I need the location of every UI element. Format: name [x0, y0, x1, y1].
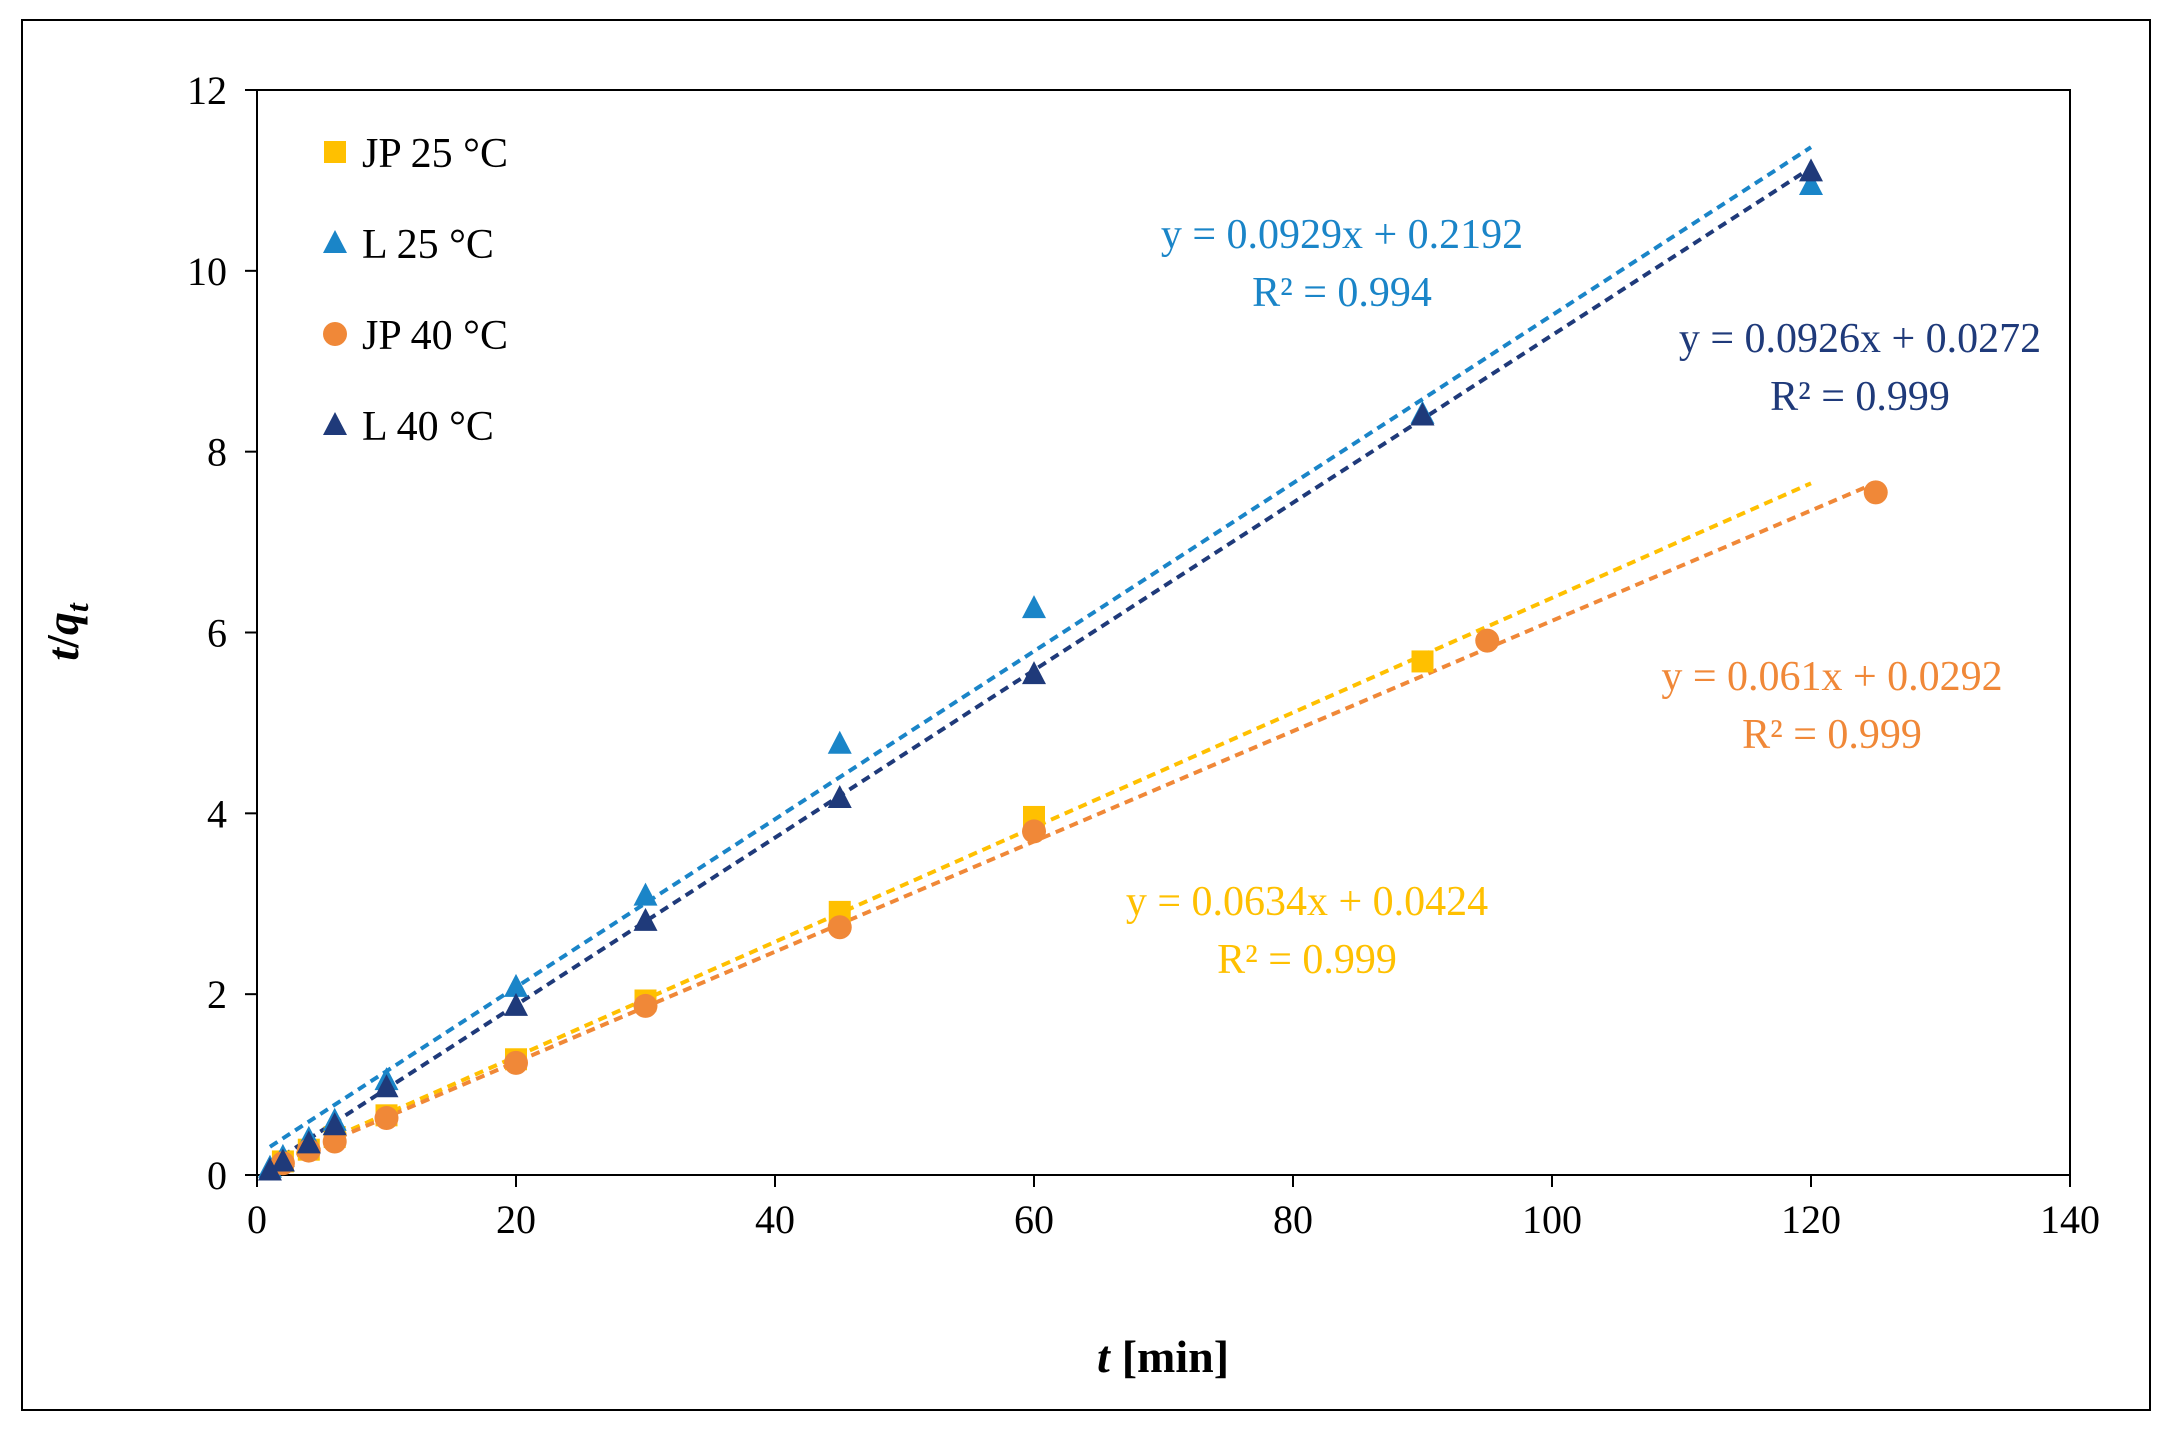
legend-label: L 40 °C: [362, 404, 494, 450]
x-axis-title: t [min]: [1097, 1331, 1229, 1382]
legend-label: JP 40 °C: [362, 313, 508, 359]
equation-label: y = 0.061x + 0.0292: [1661, 654, 2002, 700]
x-tick-label: 80: [1273, 1197, 1313, 1242]
y-tick-label: 8: [207, 430, 227, 475]
data-point: [1410, 402, 1435, 426]
data-point: [374, 1106, 399, 1131]
legend-label: L 25 °C: [362, 222, 494, 268]
r2-label: R² = 0.999: [1742, 712, 1922, 758]
y-tick-label: 4: [207, 791, 227, 836]
legend-label: JP 25 °C: [362, 131, 508, 177]
data-point: [322, 1129, 347, 1154]
data-point: [827, 784, 852, 808]
data-point: [1411, 650, 1434, 673]
data-point: [1022, 595, 1046, 619]
x-axis-title-unit: [min]: [1122, 1331, 1229, 1382]
data-point: [257, 1157, 282, 1181]
data-point: [504, 973, 528, 997]
x-tick-label: 60: [1014, 1197, 1054, 1242]
y-axis-title-sep: /: [37, 634, 88, 649]
svg-text:t/qt: t/qt: [37, 602, 95, 661]
data-point: [374, 1074, 399, 1098]
data-point: [1022, 661, 1046, 685]
equation-label: y = 0.0929x + 0.2192: [1161, 212, 1523, 258]
data-point: [504, 992, 528, 1016]
equation-label: y = 0.0634x + 0.0424: [1126, 879, 1488, 925]
x-tick-label: 140: [2040, 1197, 2100, 1242]
r2-label: R² = 0.999: [1217, 937, 1397, 983]
data-point: [633, 882, 658, 906]
legend-marker: [323, 412, 347, 435]
legend-marker: [323, 230, 347, 253]
data-point: [633, 993, 658, 1018]
x-tick-label: 100: [1522, 1197, 1582, 1242]
x-tick-label: 120: [1781, 1197, 1841, 1242]
data-point: [504, 1050, 528, 1075]
data-point: [270, 1148, 295, 1172]
data-point: [1799, 171, 1823, 195]
x-tick-label: 40: [755, 1197, 795, 1242]
r2-label: R² = 0.999: [1770, 374, 1950, 420]
legend-marker: [323, 322, 347, 346]
data-point: [827, 915, 852, 940]
figure-frame: [21, 19, 2151, 1411]
trendline-1: [268, 145, 1813, 1149]
y-tick-label: 12: [187, 68, 227, 113]
x-axis-title-var: t: [1097, 1331, 1111, 1382]
trendline-2: [282, 481, 1877, 1164]
y-tick-label: 6: [207, 611, 227, 656]
y-tick-label: 0: [207, 1153, 227, 1198]
data-point: [322, 1112, 347, 1136]
r2-label: R² = 0.994: [1252, 270, 1432, 316]
data-point: [1863, 480, 1888, 505]
y-tick-label: 2: [207, 972, 227, 1017]
y-axis-title-q: q: [37, 612, 88, 635]
equation-label: y = 0.0926x + 0.0272: [1679, 316, 2041, 362]
data-point: [633, 907, 658, 931]
trendline-3: [268, 166, 1813, 1166]
y-axis-title: t/qt: [37, 602, 95, 661]
data-point: [1022, 819, 1046, 844]
data-point: [296, 1130, 321, 1154]
data-point: [827, 730, 852, 754]
data-point: [1475, 628, 1500, 653]
x-tick-label: 0: [247, 1197, 267, 1242]
trendline-0: [282, 481, 1812, 1162]
y-axis-title-var: t: [37, 647, 88, 661]
x-tick-label: 20: [496, 1197, 536, 1242]
legend-marker: [324, 141, 346, 163]
data-point: [1799, 158, 1823, 182]
y-tick-label: 10: [187, 249, 227, 294]
y-axis-title-sub: t: [59, 602, 95, 612]
